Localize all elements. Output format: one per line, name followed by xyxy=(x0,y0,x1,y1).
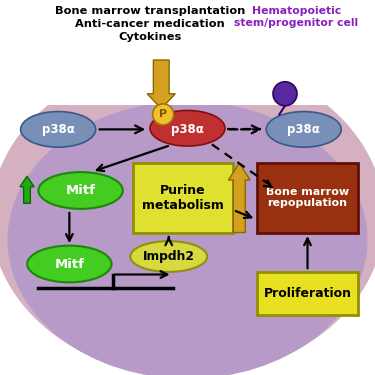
FancyBboxPatch shape xyxy=(133,163,232,232)
Text: p38α: p38α xyxy=(171,123,204,136)
Text: Bone marrow
repopulation: Bone marrow repopulation xyxy=(266,187,349,209)
Text: Impdh2: Impdh2 xyxy=(143,250,195,263)
Ellipse shape xyxy=(8,101,368,375)
Ellipse shape xyxy=(130,241,207,272)
Circle shape xyxy=(273,82,297,106)
Text: Anti-cancer medication: Anti-cancer medication xyxy=(75,19,225,29)
Text: Purine
metabolism: Purine metabolism xyxy=(142,184,224,211)
Circle shape xyxy=(153,104,174,125)
Ellipse shape xyxy=(38,172,123,209)
Text: Mitf: Mitf xyxy=(66,184,96,197)
Ellipse shape xyxy=(266,112,341,147)
Text: Cytokines: Cytokines xyxy=(118,32,182,42)
Text: Mitf: Mitf xyxy=(54,258,84,270)
FancyBboxPatch shape xyxy=(257,163,358,232)
Text: Proliferation: Proliferation xyxy=(264,287,351,300)
Ellipse shape xyxy=(27,246,112,282)
Text: p38α: p38α xyxy=(42,123,75,136)
Text: P: P xyxy=(159,110,167,119)
Ellipse shape xyxy=(150,110,225,146)
Ellipse shape xyxy=(21,112,96,147)
Ellipse shape xyxy=(0,58,375,375)
Text: Hematopoietic
stem/progenitor cell: Hematopoietic stem/progenitor cell xyxy=(234,6,358,28)
FancyArrow shape xyxy=(147,60,175,109)
FancyArrow shape xyxy=(20,176,34,203)
Bar xyxy=(0,0,375,105)
Text: p38α: p38α xyxy=(287,123,320,136)
FancyBboxPatch shape xyxy=(257,272,358,315)
FancyArrow shape xyxy=(228,163,250,232)
Text: Bone marrow transplantation: Bone marrow transplantation xyxy=(55,6,245,16)
